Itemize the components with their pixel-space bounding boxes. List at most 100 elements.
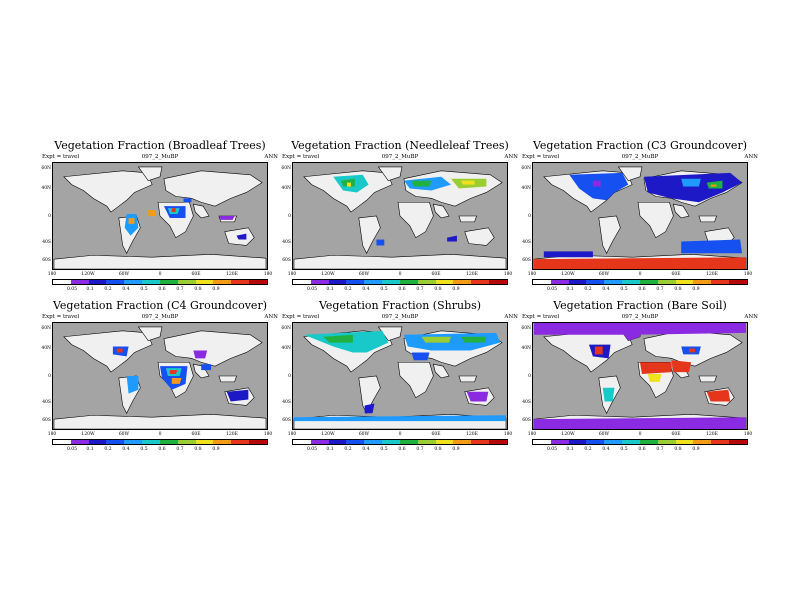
colorbar-label: 0.1 [86,287,94,292]
panel-broadleaf-trees: Vegetation Fraction (Broadleaf Trees) Ex… [40,140,280,300]
colorbar [532,439,748,445]
colorbar-segment [70,280,89,284]
colorbar-segment [622,440,640,444]
lat-label: 0 [48,374,51,379]
colorbar-segment [382,280,400,284]
colorbar-label: 0.1 [326,287,334,292]
lon-label: 60E [191,272,201,277]
colorbar-label: 0.1 [566,287,574,292]
panel-title: Vegetation Fraction (Broadleaf Trees) [54,139,266,152]
colorbar-label: 0.6 [398,447,406,452]
colorbar-label: 0.8 [674,287,682,292]
lon-label: 120W [561,432,575,437]
map-area [532,322,748,430]
colorbar-segment [70,440,89,444]
colorbar-label: 0.4 [362,447,370,452]
lon-label: 180 [527,432,537,437]
lon-label: 120E [226,272,238,277]
vegetation-overlay [534,172,746,269]
lat-label: 60S [42,418,51,423]
colorbar-label: 0.2 [104,287,112,292]
lon-label: 120E [706,432,718,437]
lat-label: 60S [282,258,291,263]
panel-title: Vegetation Fraction (C4 Groundcover) [52,299,267,312]
lon-label: 60E [431,432,441,437]
lon-label: 0 [398,272,402,277]
lon-label: 180 [503,432,513,437]
lat-label: 40S [282,240,291,245]
map-area [532,162,748,270]
colorbar-label: 0.9 [212,287,220,292]
colorbar-segment [106,280,125,284]
colorbar [292,279,508,285]
panel-c4-groundcover: Vegetation Fraction (C4 Groundcover) Exp… [40,300,280,460]
season-label: ANN [504,154,518,160]
colorbar-segment [586,280,605,284]
lon-label: 180 [287,432,297,437]
lat-label: 40S [42,240,51,245]
vegetation-overlay [534,323,746,429]
colorbar-label: 0.05 [546,287,558,292]
run-label: 097_2_MuBP [141,154,179,160]
colorbar-segment [53,280,71,284]
colorbar-segment [471,440,490,444]
colorbar-label: 0.05 [66,287,78,292]
expt-label: Expt = travel [282,314,320,320]
colorbar-label: 0.5 [620,287,628,292]
colorbar-label: 0.9 [452,287,460,292]
lon-label: 120E [706,272,718,277]
lat-label: 0 [528,374,531,379]
colorbar-segment [604,280,623,284]
colorbar-segment [142,440,160,444]
colorbar-label: 0.05 [306,287,318,292]
lon-label: 60E [671,272,681,277]
colorbar-segment [106,440,125,444]
colorbar-label: 0.8 [194,287,202,292]
lat-label: 40N [521,346,531,351]
colorbar-label: 0.8 [434,287,442,292]
colorbar-segment [399,440,418,444]
lon-label: 60E [431,272,441,277]
expt-label: Expt = travel [282,154,320,160]
colorbar-segment [453,280,472,284]
lat-label: 60N [521,166,531,171]
lon-label: 180 [743,432,753,437]
lon-label: 60W [598,272,610,277]
lat-label: 40N [281,346,291,351]
lon-label: 180 [287,272,297,277]
season-label: ANN [264,314,278,320]
map-area [52,162,268,270]
lat-label: 60S [522,258,531,263]
lon-label: 60E [191,432,201,437]
colorbar-segment [568,280,587,284]
lat-label: 60N [281,166,291,171]
colorbar-segment [159,440,178,444]
colorbar-segment [471,280,490,284]
map-area [292,322,508,430]
colorbar-segment [53,440,71,444]
lon-label: 0 [398,432,402,437]
colorbar-label: 0.5 [140,447,148,452]
lat-label: 40S [522,400,531,405]
lon-label: 120W [81,432,95,437]
lat-label: 40N [521,186,531,191]
colorbar-label: 0.4 [602,287,610,292]
season-label: ANN [744,314,758,320]
panel-title: Vegetation Fraction (C3 Groundcover) [532,139,747,152]
colorbar-label: 0.6 [398,287,406,292]
colorbar-label: 0.1 [566,447,574,452]
lon-label: 120E [466,432,478,437]
lon-label: 0 [638,272,642,277]
vegetation-overlay [294,330,506,422]
colorbar-label: 0.7 [416,447,424,452]
colorbar-segment [364,280,383,284]
colorbar-segment [711,280,730,284]
colorbar-segment [177,280,196,284]
colorbar-label: 0.4 [362,287,370,292]
lon-label: 180 [263,272,273,277]
colorbar [52,279,268,285]
colorbar-segment [550,440,569,444]
colorbar-segment [533,280,551,284]
expt-label: Expt = travel [42,154,80,160]
lon-label: 180 [527,272,537,277]
